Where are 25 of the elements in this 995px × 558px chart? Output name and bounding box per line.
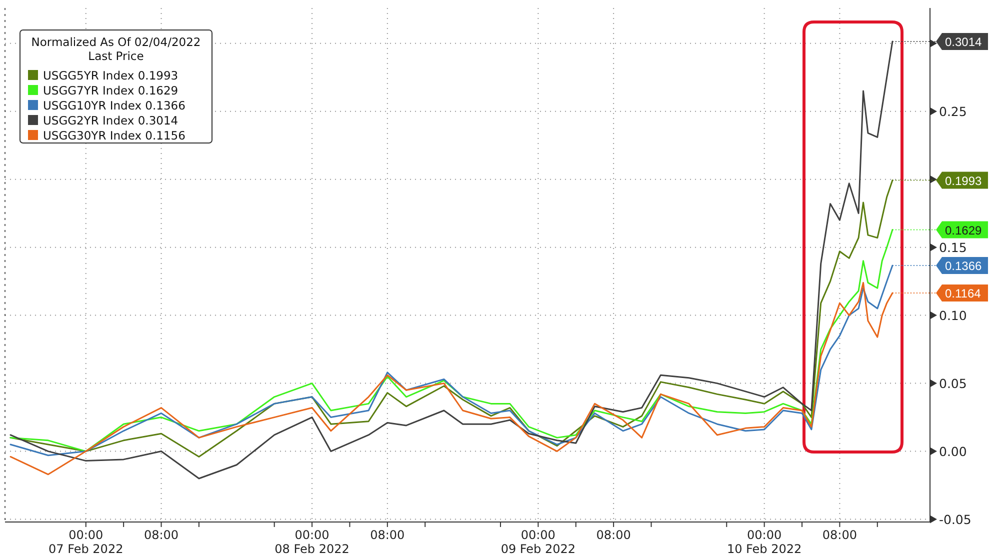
x-tick-label: 08:00	[596, 528, 631, 542]
y-tick-label: -0.05	[939, 512, 972, 527]
data-label: 0.1993	[945, 174, 982, 188]
y-tick-label: 0.15	[939, 240, 967, 255]
legend-title: Normalized As Of 02/04/2022 Last Price	[31, 35, 201, 63]
y-tick-label: 0.25	[939, 104, 967, 119]
data-label: 0.1366	[945, 259, 982, 274]
y-tick-label: 0.10	[939, 308, 967, 323]
y-tick-label: 0.05	[939, 376, 967, 391]
data-label: 0.1629	[945, 223, 982, 238]
x-tick-label: 00:00 07 Feb 2022	[48, 528, 124, 556]
data-label: 0.3014	[945, 34, 982, 49]
legend-label: USGG10YR Index 0.1366	[43, 98, 186, 112]
legend-label: USGG7YR Index 0.1629	[43, 84, 178, 98]
legend-label: USGG30YR Index 0.1156	[43, 128, 186, 142]
x-tick-label: 00:00 09 Feb 2022	[500, 528, 576, 556]
x-tick-label: 00:00 10 Feb 2022	[726, 528, 802, 556]
y-tick-label: 0.00	[939, 444, 967, 459]
legend-label: USGG2YR Index 0.3014	[43, 114, 178, 128]
x-tick-label: 08:00	[822, 528, 857, 542]
data-label: 0.1164	[945, 286, 982, 301]
x-tick-label: 00:00 08 Feb 2022	[274, 528, 350, 556]
x-tick-label: 08:00	[144, 528, 179, 542]
legend-label: USGG5YR Index 0.1993	[43, 68, 178, 82]
x-tick-label: 08:00	[370, 528, 405, 542]
